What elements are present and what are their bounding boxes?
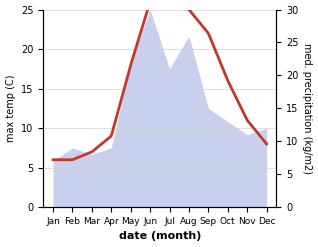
X-axis label: date (month): date (month) (119, 231, 201, 242)
Y-axis label: med. precipitation (kg/m2): med. precipitation (kg/m2) (302, 43, 313, 174)
Y-axis label: max temp (C): max temp (C) (5, 75, 16, 142)
